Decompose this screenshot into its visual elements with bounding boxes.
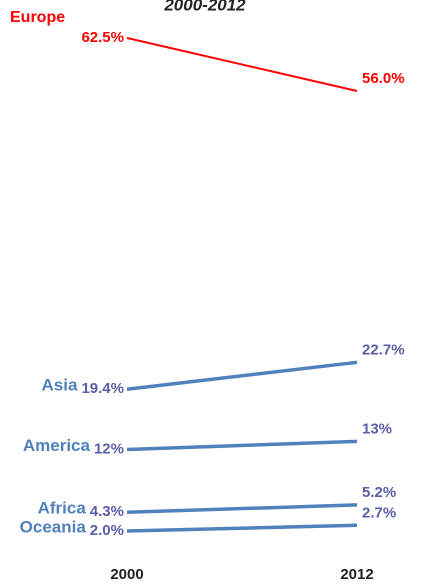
value-label: 4.3% <box>90 503 124 520</box>
value-label: 62.5% <box>81 29 124 46</box>
value-label: 13% <box>362 420 392 437</box>
value-label: 5.2% <box>362 484 396 501</box>
x-tick-label: 2000 <box>110 566 143 583</box>
value-label: 22.7% <box>362 341 405 358</box>
x-tick-label: 2012 <box>340 566 373 583</box>
series-name: Asia <box>42 376 78 395</box>
slope-line <box>126 37 358 92</box>
slope-line <box>126 503 358 515</box>
series-name: America <box>23 436 91 455</box>
series-name: Africa <box>38 499 87 518</box>
value-label: 12% <box>94 440 124 457</box>
slope-line <box>126 439 358 452</box>
value-label: 2.0% <box>90 522 124 539</box>
value-label: 56.0% <box>362 70 405 87</box>
value-label: 19.4% <box>81 380 124 397</box>
value-label: 2.7% <box>362 504 396 521</box>
series-name: Oceania <box>20 517 87 536</box>
slope-line <box>126 360 358 391</box>
series-name: Europe <box>10 9 65 26</box>
chart-title: 2000-2012 <box>163 0 246 14</box>
slope-line <box>126 523 358 533</box>
